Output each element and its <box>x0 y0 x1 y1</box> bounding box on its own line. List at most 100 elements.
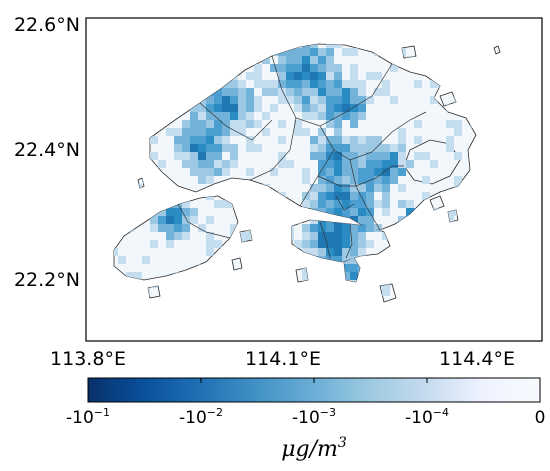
concentration-cell <box>326 44 334 48</box>
concentration-cell <box>310 200 318 208</box>
concentration-cell <box>334 80 342 88</box>
concentration-cell <box>342 152 350 160</box>
concentration-cell <box>326 192 334 200</box>
concentration-cell <box>238 128 246 136</box>
concentration-cell <box>318 48 326 56</box>
concentration-cell <box>278 80 286 88</box>
concentration-cell <box>206 152 214 160</box>
concentration-cell <box>310 136 318 144</box>
concentration-cell <box>350 160 358 168</box>
concentration-cell <box>326 168 334 176</box>
concentration-cell <box>166 240 174 248</box>
island-tiny-1 <box>493 45 501 55</box>
concentration-cell <box>318 112 326 120</box>
concentration-cell <box>310 56 318 64</box>
concentration-cell <box>342 80 350 88</box>
concentration-cell <box>238 96 246 104</box>
concentration-cell <box>222 144 230 152</box>
concentration-cell <box>302 232 310 240</box>
concentration-cell <box>318 88 326 96</box>
concentration-cell <box>334 64 342 72</box>
concentration-cell <box>302 56 310 64</box>
concentration-cell <box>334 128 342 136</box>
concentration-cell <box>398 128 406 136</box>
concentration-cell <box>334 224 342 232</box>
concentration-cell <box>214 240 222 248</box>
concentration-cell <box>446 208 454 216</box>
concentration-cell <box>318 240 326 248</box>
concentration-cell <box>382 160 390 168</box>
concentration-cell <box>366 208 374 216</box>
concentration-cell <box>334 176 342 184</box>
concentration-cell <box>262 56 270 64</box>
district-line-3 <box>249 117 297 181</box>
concentration-cell <box>358 248 366 256</box>
concentration-cell <box>422 152 430 160</box>
concentration-cell <box>326 48 334 56</box>
concentration-cell <box>342 256 350 264</box>
concentration-cell <box>318 176 326 184</box>
concentration-cell <box>390 176 398 184</box>
concentration-cell <box>310 44 318 48</box>
concentration-cell <box>270 64 278 72</box>
concentration-cell <box>366 72 374 80</box>
concentration-cell <box>222 96 230 104</box>
concentration-cell <box>150 216 158 224</box>
colorbar-label-2: -10−2 <box>179 406 223 428</box>
concentration-cell <box>390 96 398 104</box>
colorbar-label-5: 0 <box>535 408 546 428</box>
concentration-cell <box>406 160 414 168</box>
concentration-cell <box>214 152 222 160</box>
concentration-cell <box>350 256 358 264</box>
district-line-8 <box>335 195 355 211</box>
concentration-cell <box>302 168 310 176</box>
concentration-cell <box>334 72 342 80</box>
concentration-cell <box>150 136 158 144</box>
concentration-cell <box>198 152 206 160</box>
concentration-cell <box>326 160 334 168</box>
concentration-cell <box>182 120 190 128</box>
concentration-cell <box>350 80 358 88</box>
concentration-cell <box>198 168 206 176</box>
district-line-7 <box>317 165 404 187</box>
concentration-cell <box>246 104 254 112</box>
concentration-cell <box>350 240 358 248</box>
concentration-cell <box>294 120 302 128</box>
concentration-cell <box>310 192 318 200</box>
concentration-cell <box>182 136 190 144</box>
concentration-cell <box>230 96 238 104</box>
colorbar-label-3: -10−3 <box>292 406 336 428</box>
concentration-cell <box>270 168 278 176</box>
concentration-cell <box>446 216 454 224</box>
concentration-cell <box>294 72 302 80</box>
concentration-cell <box>286 96 294 104</box>
concentration-cell <box>150 240 158 248</box>
concentration-cell <box>358 160 366 168</box>
concentration-cell <box>190 208 198 216</box>
concentration-cell <box>382 288 390 296</box>
concentration-cell <box>350 136 358 144</box>
concentration-cell <box>326 208 334 216</box>
concentration-cell <box>350 264 358 272</box>
concentration-cell <box>318 128 326 136</box>
concentration-cell <box>382 200 390 208</box>
concentration-cell <box>198 112 206 120</box>
concentration-cell <box>230 160 238 168</box>
concentration-cell <box>366 240 374 248</box>
concentration-cell <box>446 136 454 144</box>
concentration-cell <box>334 152 342 160</box>
concentration-cell <box>254 120 262 128</box>
concentration-cell <box>174 232 182 240</box>
concentration-cell <box>422 176 430 184</box>
concentration-cell <box>350 272 358 280</box>
concentration-cell <box>286 64 294 72</box>
concentration-cell <box>278 64 286 72</box>
concentration-cell <box>382 80 390 88</box>
concentration-cell <box>350 168 358 176</box>
concentration-cell <box>374 176 382 184</box>
concentration-cell <box>342 112 350 120</box>
concentration-cell <box>302 176 310 184</box>
concentration-cell <box>246 168 254 176</box>
concentration-cell <box>350 208 358 216</box>
concentration-cell <box>366 160 374 168</box>
